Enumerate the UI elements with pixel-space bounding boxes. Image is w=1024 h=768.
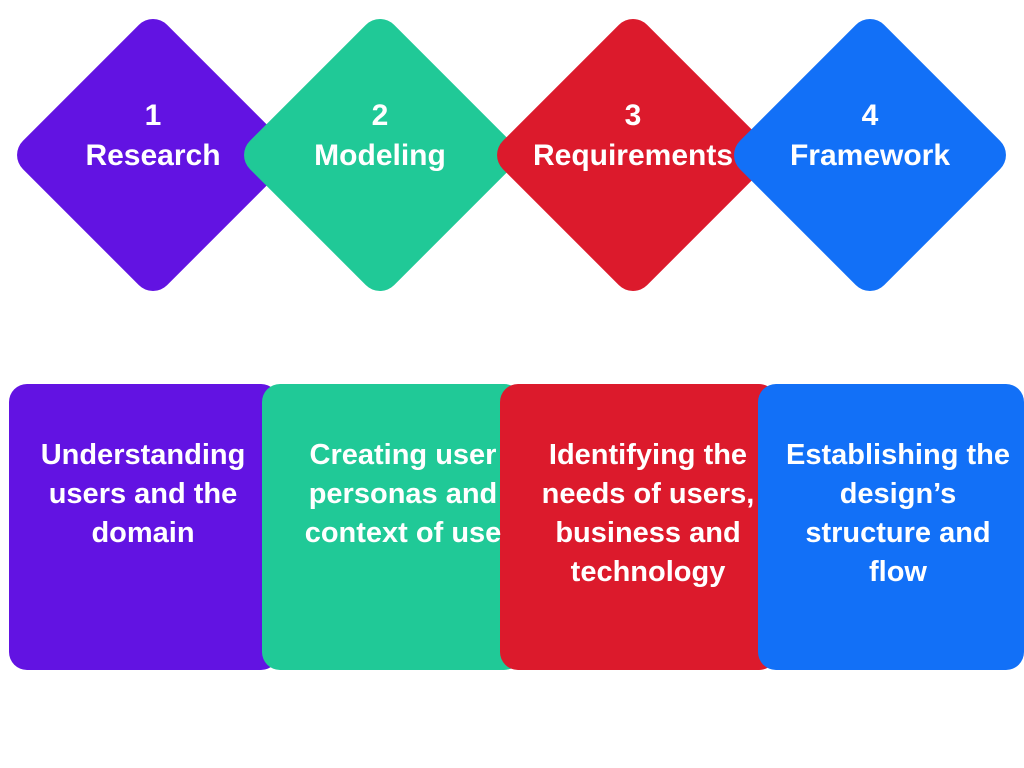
step-4-number: 4 bbox=[861, 99, 879, 132]
step-2-number: 2 bbox=[371, 99, 389, 132]
step-1-card bbox=[9, 384, 279, 670]
step-1-title: Research bbox=[85, 139, 221, 172]
step-3-card bbox=[500, 384, 777, 670]
step-2-label: 2 Modeling bbox=[260, 96, 500, 176]
step-2-description: Creating user personas and context of us… bbox=[304, 439, 502, 549]
step-2-title: Modeling bbox=[314, 139, 446, 172]
step-3-label: 3 Requirements bbox=[513, 96, 753, 176]
step-1-number: 1 bbox=[144, 99, 162, 132]
step-1-label: 1 Research bbox=[33, 96, 273, 176]
step-4-label: 4 Framework bbox=[750, 96, 990, 176]
step-4-title: Framework bbox=[789, 139, 951, 172]
step-4-description: Establishing the design’s structure and … bbox=[786, 439, 1010, 588]
step-3-title: Requirements bbox=[532, 139, 734, 172]
step-3-number: 3 bbox=[624, 99, 642, 132]
step-1-description: Understanding users and the domain bbox=[40, 439, 246, 549]
step-3-description: Identifying the needs of users, business… bbox=[541, 439, 755, 588]
step-4-card bbox=[758, 384, 1024, 670]
step-2-card bbox=[262, 384, 522, 670]
